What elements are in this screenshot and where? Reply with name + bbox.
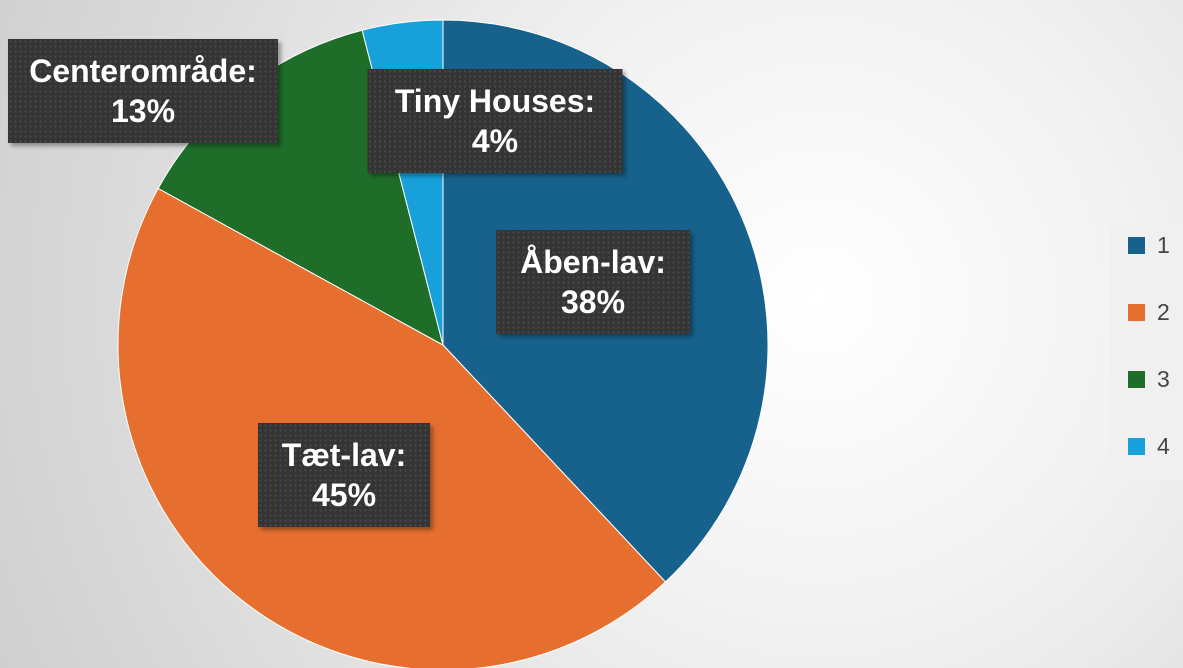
- legend-label: 1: [1157, 232, 1170, 258]
- legend-swatch: [1128, 237, 1145, 254]
- legend-entry: 3: [1128, 367, 1170, 391]
- label-value: 4%: [471, 123, 519, 159]
- legend-label: 3: [1157, 366, 1170, 392]
- label-value: 45%: [311, 477, 377, 513]
- label-name: Tiny Houses:: [394, 83, 596, 119]
- legend-entry: 2: [1128, 300, 1170, 324]
- legend-swatch: [1128, 304, 1145, 321]
- data-label: Tæt-lav: 45%: [258, 423, 430, 527]
- legend-entry: 4: [1128, 434, 1170, 458]
- label-name: Tæt-lav:: [281, 437, 407, 473]
- label-value: 13%: [110, 93, 176, 129]
- data-label: Tiny Houses: 4%: [367, 69, 623, 173]
- legend-swatch: [1128, 438, 1145, 455]
- legend-label: 4: [1157, 433, 1170, 459]
- label-name: Åben-lav:: [520, 244, 666, 280]
- data-label: Åben-lav: 38%: [496, 230, 690, 334]
- legend-swatch: [1128, 371, 1145, 388]
- data-label: Centerområde: 13%: [8, 39, 278, 143]
- legend-label: 2: [1157, 299, 1170, 325]
- label-value: 38%: [560, 284, 626, 320]
- legend: 1 2 3 4: [1110, 225, 1183, 480]
- label-name: Centerområde:: [29, 53, 257, 89]
- legend-entry: 1: [1128, 233, 1170, 257]
